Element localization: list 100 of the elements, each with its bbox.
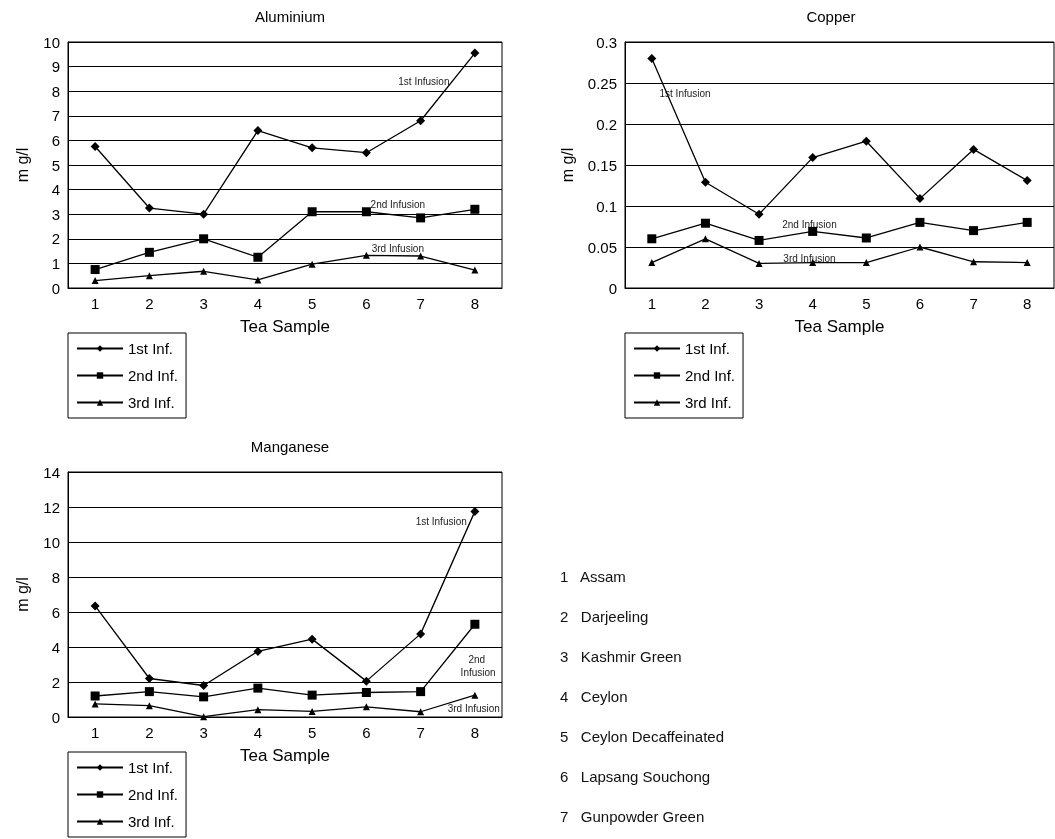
x-tick-label: 6: [362, 295, 371, 312]
y-tick-label: 6: [51, 603, 60, 621]
point: [417, 252, 425, 260]
point: [361, 676, 371, 686]
text: 7 Gunpowder Green: [560, 808, 706, 827]
x-tick-label: 5: [862, 295, 871, 312]
point: [808, 153, 818, 163]
annotation: 3rd Infusion: [447, 702, 500, 714]
point: [90, 142, 100, 152]
point: [1023, 259, 1031, 267]
chart-title: Copper: [806, 8, 856, 25]
x-tick-label: 2: [145, 724, 154, 741]
point: [144, 247, 154, 257]
y-tick-label: 5: [51, 156, 60, 174]
y-tick-label: 10: [43, 33, 60, 51]
point: [916, 243, 924, 251]
x-tick-label: 7: [416, 724, 425, 741]
y-tick-label: 1: [51, 254, 60, 272]
y-tick-label: 2: [51, 673, 60, 691]
x-axis-title: Tea Sample: [794, 317, 885, 336]
text: 5 Ceylon Decaffeinated: [560, 728, 725, 747]
y-axis-title: m g/l: [13, 147, 31, 183]
x-tick-label: 8: [470, 295, 480, 312]
x-tick-label: 1: [90, 295, 100, 312]
point: [969, 144, 979, 154]
x-tick-label: 3: [199, 295, 208, 312]
legend-label: 3rd Inf.: [128, 813, 175, 830]
point: [1022, 176, 1032, 186]
point: [254, 706, 262, 714]
point: [90, 265, 100, 275]
point: [1022, 217, 1032, 227]
point: [754, 209, 764, 219]
point: [308, 260, 316, 268]
point: [755, 259, 763, 267]
point: [470, 48, 480, 58]
point: [648, 259, 656, 267]
point: [754, 235, 764, 245]
x-tick-label: 3: [199, 724, 208, 741]
legend-label: 1st Inf.: [685, 340, 731, 357]
annotation: 3rd Infusion: [371, 243, 424, 255]
y-tick-label: 9: [51, 58, 60, 76]
y-tick-label: 12: [43, 498, 60, 516]
legend-label: 1st Inf.: [128, 340, 174, 357]
x-tick-label: 1: [647, 295, 656, 312]
point: [253, 683, 263, 693]
x-tick-label: 4: [253, 724, 263, 741]
y-tick-label: 7: [51, 107, 60, 125]
point: [307, 207, 317, 217]
y-tick-label: 0.25: [587, 74, 617, 92]
x-tick-label: 8: [470, 724, 480, 741]
y-tick-label: 0: [608, 279, 617, 297]
point: [199, 234, 209, 244]
point: [253, 126, 263, 136]
x-tick-label: 7: [416, 295, 425, 312]
point: [647, 53, 657, 63]
x-axis-title: Tea Sample: [240, 746, 330, 765]
x-tick-label: 5: [307, 724, 317, 741]
x-tick-label: 7: [969, 295, 978, 312]
y-tick-label: 8: [51, 568, 60, 586]
point: [361, 688, 371, 697]
y-tick-label: 4: [51, 181, 60, 199]
point: [471, 266, 479, 274]
point: [144, 674, 154, 683]
x-tick-label: 6: [915, 295, 925, 312]
point: [416, 116, 426, 126]
annotation: 3rd Infusion: [783, 252, 836, 264]
point: [861, 136, 871, 146]
point: [307, 143, 317, 153]
point: [361, 148, 371, 158]
text: 6 Lapsang Souchong: [560, 768, 712, 787]
point: [308, 707, 316, 715]
point: [969, 226, 979, 236]
y-tick-label: 10: [43, 533, 60, 551]
chart-title: Aluminium: [254, 8, 326, 25]
point: [90, 691, 100, 701]
annotation: 1st Infusion: [398, 75, 450, 87]
x-axis-title: Tea Sample: [240, 317, 330, 336]
legend-label: 1st Inf.: [128, 759, 174, 776]
y-tick-label: 6: [51, 131, 60, 149]
x-tick-label: 1: [90, 724, 100, 741]
chart-title: Manganese: [250, 438, 330, 455]
point: [970, 258, 978, 266]
x-tick-label: 2: [701, 295, 710, 312]
point: [145, 272, 153, 280]
legend-label: 3rd Inf.: [685, 394, 732, 411]
point: [199, 681, 209, 690]
point: [253, 252, 263, 262]
point: [144, 687, 154, 697]
point: [416, 687, 426, 697]
y-tick-label: 0.2: [596, 115, 617, 133]
text: 1 Assam: [560, 568, 627, 587]
point: [470, 204, 480, 214]
x-tick-label: 5: [307, 295, 317, 312]
y-tick-label: 0.15: [587, 156, 617, 174]
point: [470, 619, 480, 629]
annotation: 2nd Infusion: [460, 653, 496, 678]
legend-label: 2nd Inf.: [128, 786, 179, 803]
point: [471, 691, 479, 699]
text: 4 Ceylon: [560, 688, 629, 707]
annotation: 2nd Infusion: [370, 198, 426, 210]
